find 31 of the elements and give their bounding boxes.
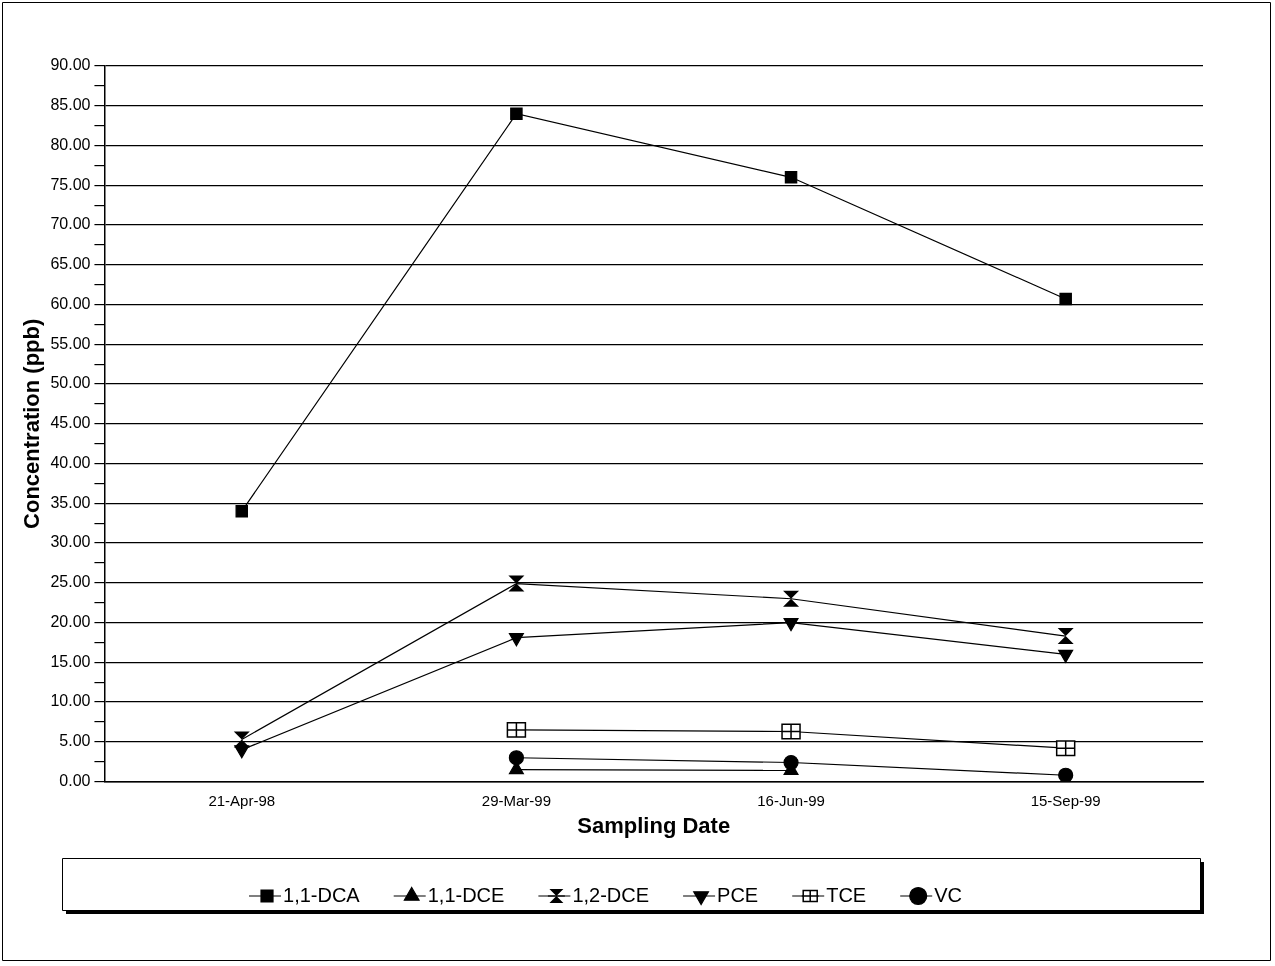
- y-tick-label: 25.00: [50, 573, 91, 591]
- y-axis-title: Concentration (ppb): [19, 318, 45, 529]
- y-tick-label: 75.00: [50, 175, 91, 193]
- legend-label: PCE: [717, 883, 759, 906]
- y-tick-label: 85.00: [50, 96, 91, 114]
- legend-label: 1,2-DCE: [572, 883, 650, 906]
- y-tick-label: 5.00: [59, 732, 91, 750]
- legend-label: 1,1-DCE: [427, 883, 505, 906]
- y-tick-label: 45.00: [50, 414, 91, 432]
- y-tick-label: 15.00: [50, 652, 91, 670]
- legend-label: 1,1-DCA: [283, 883, 361, 906]
- y-tick-label: 30.00: [50, 533, 91, 551]
- y-tick-label: 60.00: [50, 294, 91, 312]
- x-tick-label: 15-Sep-99: [1030, 791, 1101, 809]
- y-tick-label: 50.00: [50, 374, 91, 392]
- x-tick-label: 16-Jun-99: [757, 791, 825, 809]
- y-tick-label: 0.00: [59, 772, 91, 790]
- x-axis-title: Sampling Date: [577, 812, 731, 838]
- y-tick-label: 70.00: [50, 215, 91, 233]
- x-tick-label: 29-Mar-99: [481, 791, 551, 809]
- y-tick-label: 55.00: [50, 334, 91, 352]
- y-tick-label: 40.00: [50, 453, 91, 471]
- legend-label: VC: [934, 883, 962, 906]
- y-tick-label: 65.00: [50, 255, 91, 273]
- y-tick-label: 20.00: [50, 612, 91, 630]
- y-tick-label: 80.00: [50, 135, 91, 153]
- y-tick-label: 35.00: [50, 493, 91, 511]
- legend-label: TCE: [826, 883, 867, 906]
- x-tick-label: 21-Apr-98: [208, 791, 276, 809]
- y-tick-label: 90.00: [50, 56, 91, 74]
- y-tick-label: 10.00: [50, 692, 91, 710]
